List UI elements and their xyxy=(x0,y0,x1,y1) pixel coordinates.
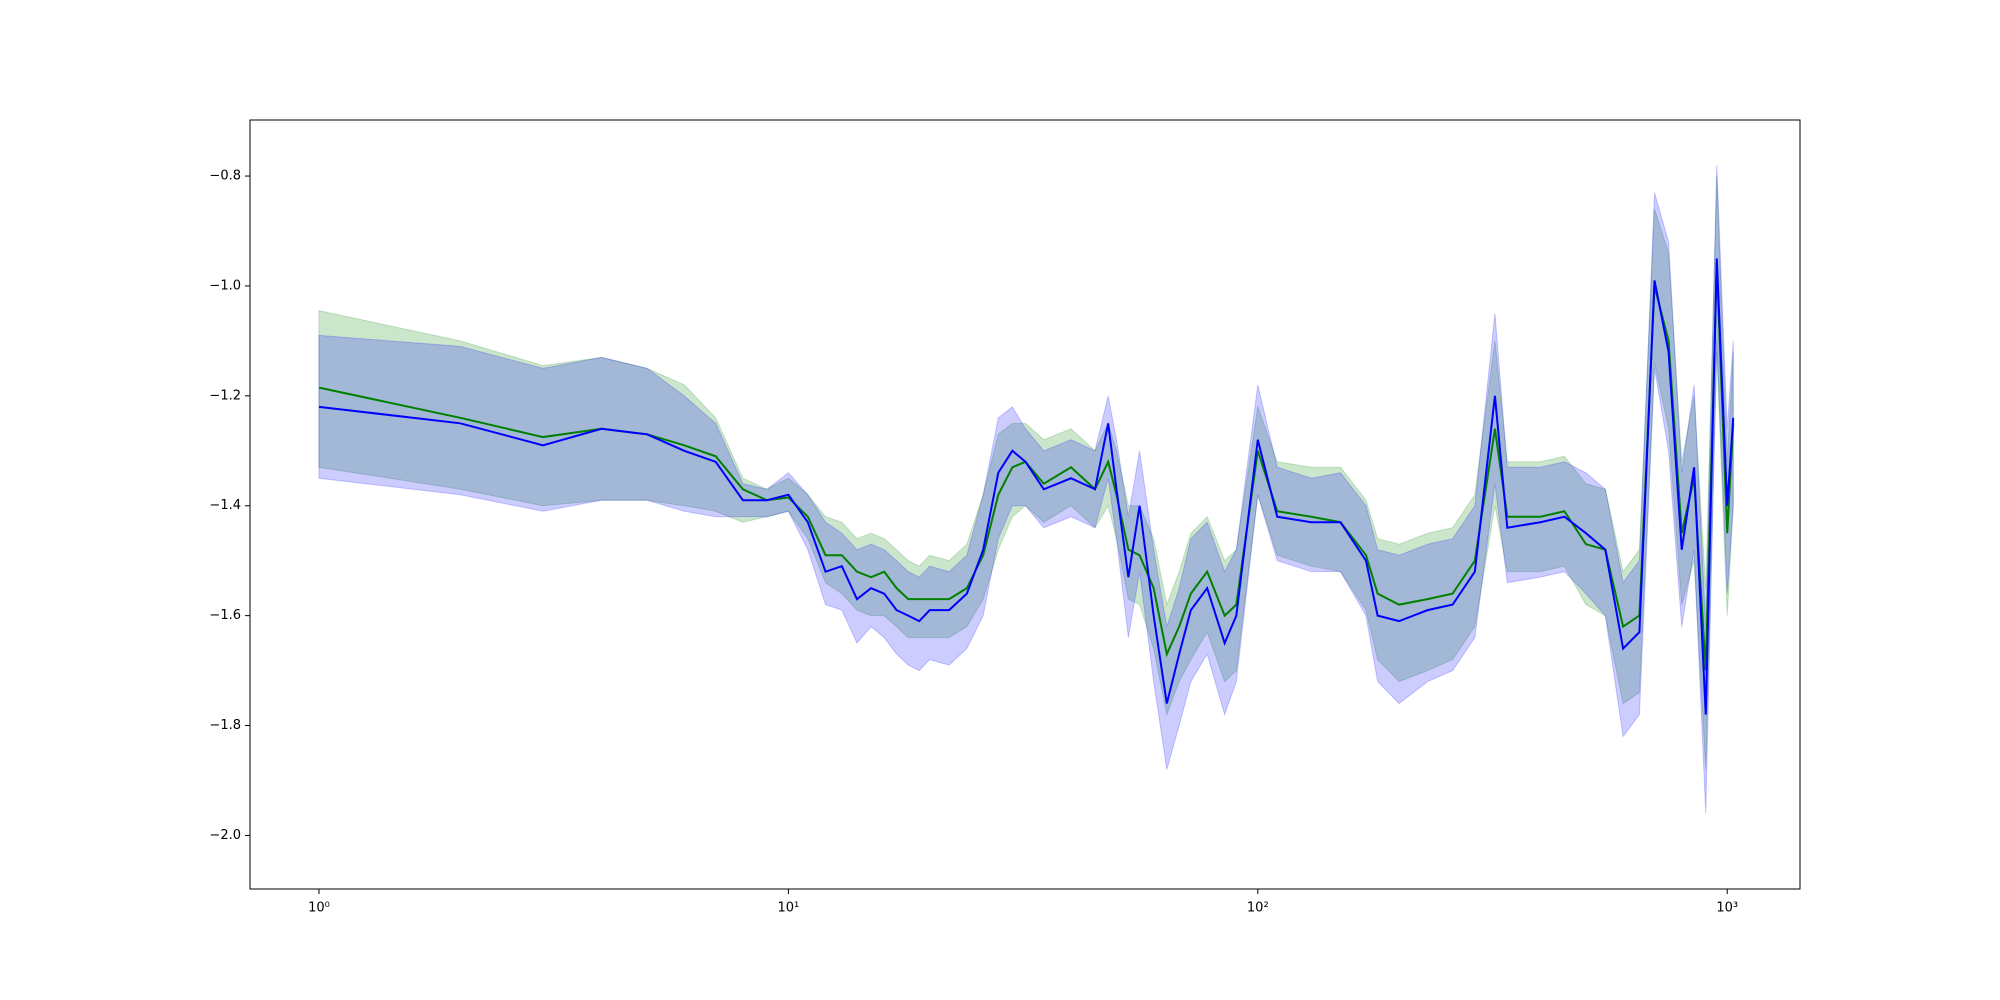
y-tick-label: −1.4 xyxy=(209,498,241,513)
x-tick-label: 10³ xyxy=(1716,901,1738,916)
x-tick-label: 10² xyxy=(1247,901,1269,916)
x-tick-label: 10¹ xyxy=(778,901,800,916)
y-tick-label: −1.0 xyxy=(209,278,241,293)
confidence-band xyxy=(318,165,1734,814)
y-tick-label: −1.6 xyxy=(209,608,241,623)
y-tick-label: −0.8 xyxy=(209,169,241,184)
line xyxy=(318,263,1735,671)
y-tick-label: −2.0 xyxy=(209,828,241,843)
x-tick-label: 10⁰ xyxy=(308,901,330,916)
y-tick-label: −1.8 xyxy=(209,718,241,733)
confidence-band xyxy=(318,176,1734,770)
plot-frame xyxy=(249,119,1801,890)
y-tick-label: −1.2 xyxy=(209,388,241,403)
line xyxy=(318,258,1735,715)
